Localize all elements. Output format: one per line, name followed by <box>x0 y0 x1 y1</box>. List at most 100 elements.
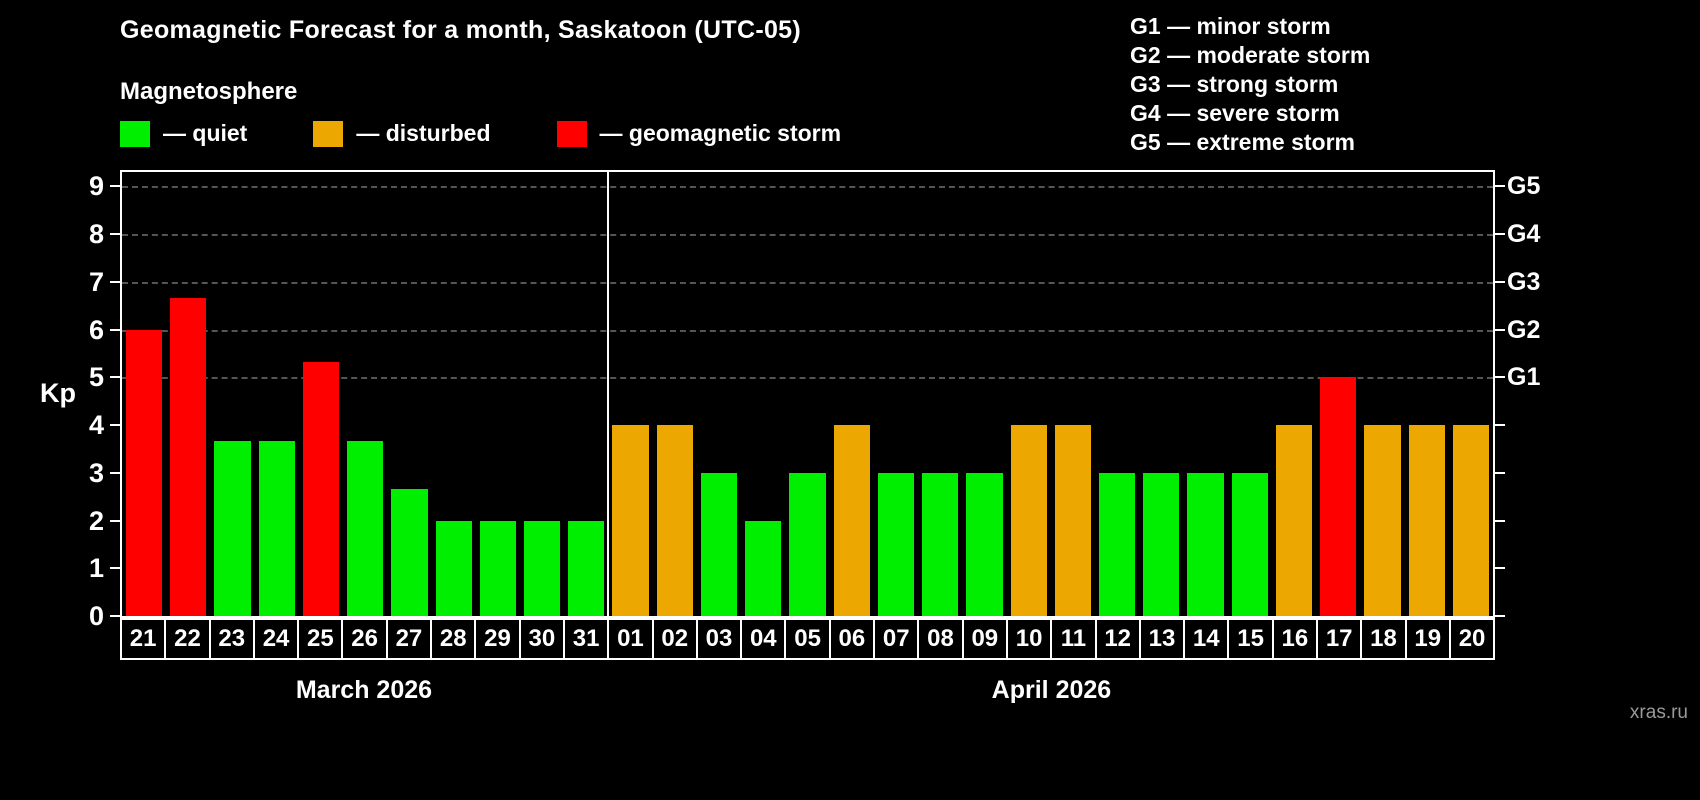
day-label-29: 29 <box>474 618 521 660</box>
ytick-mark <box>110 376 120 379</box>
day-label-30: 30 <box>518 618 565 660</box>
bar-day-09 <box>966 472 1003 616</box>
rtick-mark <box>1495 376 1505 379</box>
legend-item-quiet: — quiet <box>120 120 247 147</box>
ytick-3: 3 <box>88 457 104 488</box>
ytick-mark <box>110 233 120 236</box>
rtick-mark <box>1495 567 1505 570</box>
g-legend: G1 — minor storm G2 — moderate storm G3 — … <box>1130 12 1370 157</box>
bar-day-23 <box>214 440 251 616</box>
bar-day-05 <box>789 472 826 616</box>
gridline-kp-7 <box>122 281 1493 284</box>
g-legend-item: G4 — severe storm <box>1130 100 1340 126</box>
g-legend-item: G1 — minor storm <box>1130 13 1331 39</box>
bar-day-28 <box>435 520 472 616</box>
ytick-mark <box>110 519 120 522</box>
rtick-G2: G2 <box>1507 315 1541 344</box>
ytick-mark <box>110 424 120 427</box>
bar-day-03 <box>700 472 738 616</box>
bar-day-16 <box>1275 425 1313 616</box>
gridline-kp-6 <box>122 329 1493 332</box>
rtick-G1: G1 <box>1507 363 1541 392</box>
day-label-05: 05 <box>784 618 831 660</box>
day-label-15: 15 <box>1227 618 1274 660</box>
bar-day-08 <box>922 472 959 616</box>
gridline-kp-9 <box>122 186 1493 189</box>
bar-day-21 <box>126 329 163 616</box>
day-axis: 21 22 23 24 25 26 27 28 29 30 31 01 02 03 04 05 06 07 08 09… <box>120 618 1496 660</box>
bar-day-10 <box>1010 425 1047 616</box>
day-label-17: 17 <box>1316 618 1363 660</box>
gridline-kp-8 <box>122 234 1493 237</box>
day-label-31: 31 <box>562 618 610 660</box>
day-label-07: 07 <box>873 618 920 660</box>
bar-day-12 <box>1098 472 1136 616</box>
rtick-mark <box>1495 233 1505 236</box>
bar-day-04 <box>745 520 782 616</box>
bar-day-11 <box>1054 425 1091 616</box>
ytick-9: 9 <box>88 171 104 202</box>
bar-day-02 <box>656 425 693 616</box>
bar-day-25 <box>302 361 340 616</box>
page-title: Geomagnetic Forecast for a month, Saskat… <box>120 16 801 44</box>
rtick-mark <box>1495 185 1505 188</box>
bar-day-27 <box>391 488 428 616</box>
day-label-14: 14 <box>1183 618 1230 660</box>
day-label-09: 09 <box>961 618 1008 660</box>
day-label-18: 18 <box>1360 618 1407 660</box>
month-separator <box>607 172 610 616</box>
bar-day-15 <box>1231 472 1268 616</box>
quiet-swatch-icon <box>120 120 150 147</box>
bar-day-26 <box>347 440 384 616</box>
day-label-13: 13 <box>1138 618 1186 660</box>
day-label-08: 08 <box>917 618 964 660</box>
legend-item-storm: — geomagnetic storm <box>556 120 842 147</box>
day-label-06: 06 <box>828 618 876 660</box>
bar-day-30 <box>524 520 561 616</box>
day-label-19: 19 <box>1404 618 1451 660</box>
day-label-20: 20 <box>1448 618 1496 660</box>
ytick-4: 4 <box>88 410 104 441</box>
day-label-26: 26 <box>341 618 388 660</box>
rtick-mark <box>1495 615 1505 617</box>
ytick-5: 5 <box>88 362 104 393</box>
ytick-mark <box>110 328 120 331</box>
gridline-kp-5 <box>122 377 1493 380</box>
ytick-mark <box>110 185 120 188</box>
bar-day-07 <box>877 472 915 616</box>
day-label-10: 10 <box>1005 618 1053 660</box>
rtick-mark <box>1495 424 1505 427</box>
rtick-mark <box>1495 328 1505 331</box>
magnetosphere-label: Magnetosphere <box>120 78 298 105</box>
day-label-21: 21 <box>120 618 167 660</box>
bar-day-06 <box>833 425 870 616</box>
ytick-2: 2 <box>88 505 104 536</box>
day-label-23: 23 <box>208 618 255 660</box>
month-axis: March 2026 April 2026 <box>120 676 1495 705</box>
rtick-mark <box>1495 471 1505 474</box>
disturbed-swatch-icon <box>313 120 344 147</box>
bar-day-31 <box>568 520 605 616</box>
storm-label: — geomagnetic storm <box>599 120 842 146</box>
day-label-24: 24 <box>252 618 300 660</box>
rtick-G3: G3 <box>1507 267 1541 296</box>
rtick-mark <box>1495 280 1505 283</box>
legend-item-disturbed: — disturbed <box>313 120 491 147</box>
bar-day-29 <box>479 520 517 616</box>
watermark: xras.ru <box>1629 702 1688 723</box>
g-legend-item: G5 — extreme storm <box>1130 129 1355 155</box>
day-label-16: 16 <box>1271 618 1319 660</box>
bar-day-14 <box>1187 472 1224 616</box>
rtick-G4: G4 <box>1507 220 1541 249</box>
day-label-01: 01 <box>607 618 654 660</box>
bar-day-19 <box>1408 425 1445 616</box>
day-label-28: 28 <box>430 618 477 660</box>
day-label-22: 22 <box>164 618 211 660</box>
day-label-03: 03 <box>695 618 743 660</box>
rtick-mark <box>1495 519 1505 522</box>
bar-day-20 <box>1452 425 1489 616</box>
ytick-7: 7 <box>88 266 104 297</box>
ytick-8: 8 <box>88 219 104 250</box>
ytick-mark <box>110 280 120 283</box>
quiet-label: — quiet <box>163 120 248 146</box>
